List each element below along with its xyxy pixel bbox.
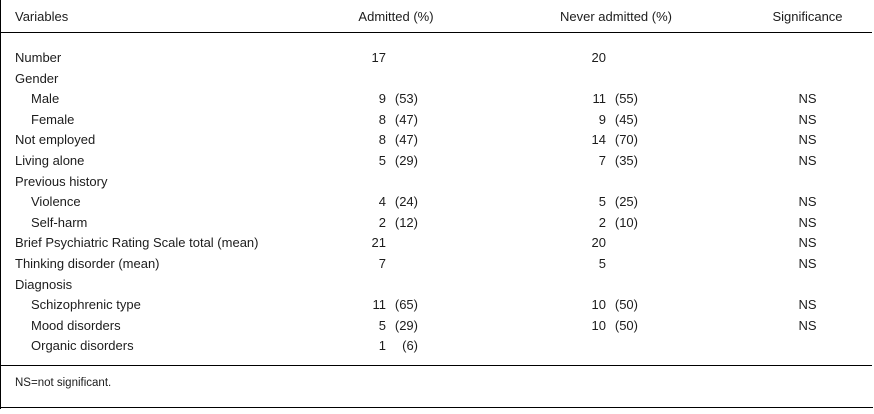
table-footnote: NS=not significant. <box>1 366 873 408</box>
table-row: Female 8 (47) 9 (45) NS <box>1 110 872 131</box>
admitted-count: 8 <box>378 111 386 127</box>
admitted-count: 8 <box>378 132 386 148</box>
table-row: Organic disorders 1 (6) <box>1 336 872 366</box>
table-row: Gender <box>1 69 872 90</box>
row-label: Violence <box>31 194 81 210</box>
table-row: Thinking disorder (mean) 7 5 NS <box>1 254 872 275</box>
row-label: Mood disorders <box>31 317 121 333</box>
admitted-count: 4 <box>378 194 386 210</box>
significance-value: NS <box>798 214 817 230</box>
row-label: Self-harm <box>31 214 88 230</box>
row-label: Living alone <box>15 152 85 168</box>
row-label: Thinking disorder (mean) <box>15 255 160 271</box>
never-admitted-percent: (50) <box>614 317 638 333</box>
row-label: Number <box>15 50 62 65</box>
table-row: Male 9 (53) 11 (55) NS <box>1 89 872 110</box>
significance-value: NS <box>798 194 817 210</box>
table-row: Previous history <box>1 172 872 193</box>
comparison-table: Variables Admitted (%) Never admitted (%… <box>1 0 872 366</box>
significance-value <box>771 275 872 296</box>
admitted-count: 2 <box>378 214 386 230</box>
admitted-percent: (53) <box>394 91 418 107</box>
admitted-percent: (47) <box>394 111 418 127</box>
never-admitted-count: 11 <box>592 91 607 107</box>
never-admitted-count: 10 <box>591 297 606 313</box>
table-row: Schizophrenic type 11 (65) 10 (50) NS <box>1 295 872 316</box>
row-label: Brief Psychiatric Rating Scale total (me… <box>15 235 259 251</box>
table-row: Brief Psychiatric Rating Scale total (me… <box>1 233 872 254</box>
admitted-percent: (6) <box>402 338 418 354</box>
never-admitted-count: 9 <box>598 111 606 127</box>
never-admitted-percent: (55) <box>614 91 638 107</box>
row-label: Schizophrenic type <box>31 297 141 313</box>
row-label: Not employed <box>15 132 96 148</box>
table-row: Self-harm 2 (12) 2 (10) NS <box>1 213 872 234</box>
table-row: Living alone 5 (29) 7 (35) NS <box>1 151 872 172</box>
row-label: Male <box>31 91 60 107</box>
table-row: Not employed 8 (47) 14 (70) NS <box>1 130 872 151</box>
significance-value <box>771 69 872 90</box>
admitted-count: 21 <box>371 235 386 251</box>
admitted-percent: (24) <box>394 194 418 210</box>
never-admitted-percent: (35) <box>614 152 638 168</box>
admitted-percent: (29) <box>394 152 418 168</box>
admitted-count: 7 <box>378 255 386 271</box>
admitted-count: 11 <box>372 297 387 313</box>
never-admitted-percent: (70) <box>614 132 638 148</box>
row-label: Gender <box>15 70 59 86</box>
row-label: Diagnosis <box>15 276 73 292</box>
never-admitted-count: 7 <box>598 152 606 168</box>
admitted-percent: (29) <box>394 317 418 333</box>
significance-value: NS <box>798 317 817 333</box>
row-label: Previous history <box>15 173 108 189</box>
never-admitted-count: 2 <box>598 214 606 230</box>
column-header-never-admitted: Never admitted (%) <box>461 0 771 33</box>
table-row: Number 17 20 <box>1 33 872 69</box>
never-admitted-count: 5 <box>598 255 606 271</box>
admitted-count: 1 <box>378 338 386 354</box>
column-header-variables: Variables <box>1 0 331 33</box>
table-row: Diagnosis <box>1 275 872 296</box>
row-label: Female <box>31 111 75 127</box>
never-admitted-percent: (10) <box>614 214 638 230</box>
never-admitted-count: 20 <box>591 235 606 251</box>
significance-value: NS <box>798 91 817 107</box>
table-row: Violence 4 (24) 5 (25) NS <box>1 192 872 213</box>
significance-value <box>771 172 872 193</box>
admitted-count: 9 <box>378 91 386 107</box>
admitted-count: 17 <box>371 50 386 65</box>
significance-value: NS <box>798 132 817 148</box>
significance-value: NS <box>798 111 817 127</box>
never-admitted-percent: (25) <box>614 194 638 210</box>
never-admitted-count: 10 <box>591 317 606 333</box>
significance-value: NS <box>798 255 817 271</box>
significance-value: NS <box>798 297 817 313</box>
never-admitted-percent: (50) <box>614 297 638 313</box>
admitted-percent: (12) <box>394 214 418 230</box>
column-header-significance: Significance <box>771 0 872 33</box>
header-row: Variables Admitted (%) Never admitted (%… <box>1 0 872 33</box>
admitted-percent: (47) <box>394 132 418 148</box>
significance-value <box>771 336 872 366</box>
row-label: Organic disorders <box>31 338 134 354</box>
never-admitted-count: 5 <box>598 194 606 210</box>
table-body: Number 17 20 Gender Male 9 (53) 11 (55) NS… <box>1 33 872 366</box>
table-row: Mood disorders 5 (29) 10 (50) NS <box>1 316 872 337</box>
significance-value <box>771 33 872 69</box>
admitted-count: 5 <box>378 317 386 333</box>
significance-value: NS <box>798 152 817 168</box>
significance-value: NS <box>798 235 817 251</box>
admitted-count: 5 <box>378 152 386 168</box>
never-admitted-percent: (45) <box>614 111 638 127</box>
never-admitted-count: 14 <box>591 132 606 148</box>
never-admitted-count: 20 <box>591 50 606 65</box>
table-header: Variables Admitted (%) Never admitted (%… <box>1 0 872 33</box>
admitted-percent: (65) <box>394 297 418 313</box>
column-header-admitted: Admitted (%) <box>331 0 461 33</box>
